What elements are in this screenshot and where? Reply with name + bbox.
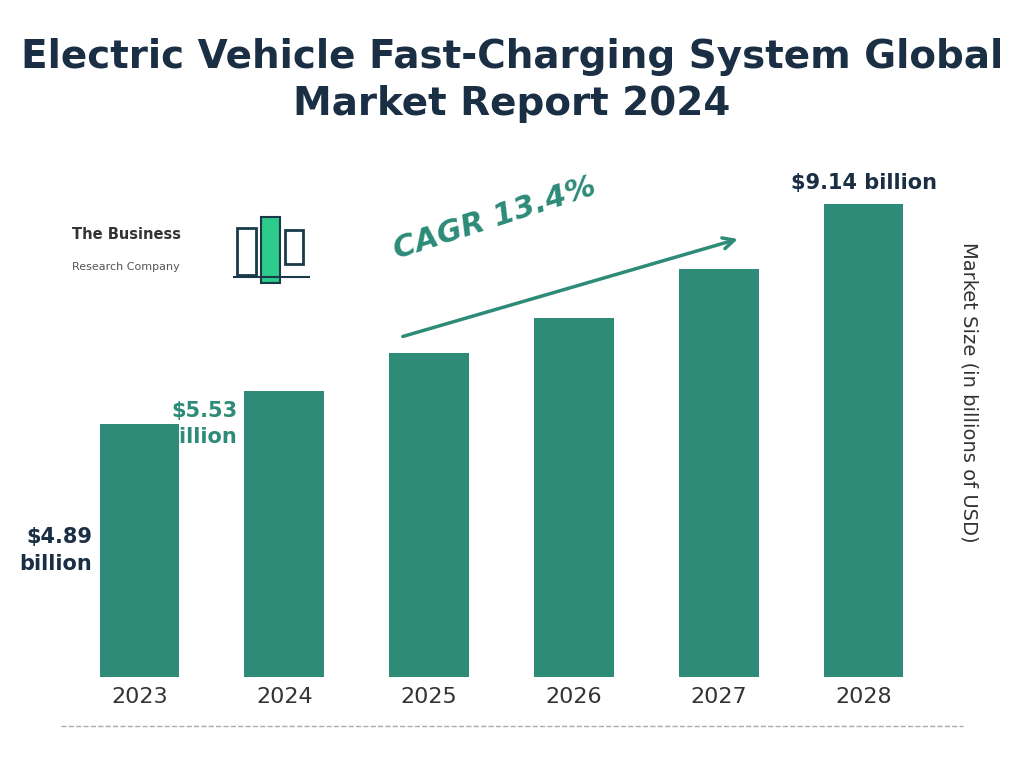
Bar bbox=[535, 317, 613, 677]
Text: CAGR 13.4%: CAGR 13.4% bbox=[389, 172, 599, 264]
Bar bbox=[679, 270, 759, 677]
Bar bbox=[99, 424, 179, 677]
Y-axis label: Market Size (in billions of USD): Market Size (in billions of USD) bbox=[959, 242, 978, 542]
Text: Research Company: Research Company bbox=[72, 262, 179, 273]
Text: $5.53
billion: $5.53 billion bbox=[165, 401, 238, 448]
Text: $4.89
billion: $4.89 billion bbox=[19, 528, 92, 574]
Bar bbox=[823, 204, 903, 677]
Text: $9.14 billion: $9.14 billion bbox=[791, 173, 937, 194]
Bar bbox=[245, 391, 325, 677]
Bar bbox=[261, 217, 280, 283]
Bar bbox=[285, 230, 303, 264]
Bar bbox=[389, 353, 469, 677]
Text: Electric Vehicle Fast-Charging System Global
Market Report 2024: Electric Vehicle Fast-Charging System Gl… bbox=[20, 38, 1004, 124]
Bar bbox=[238, 228, 256, 275]
Text: The Business: The Business bbox=[72, 227, 180, 242]
